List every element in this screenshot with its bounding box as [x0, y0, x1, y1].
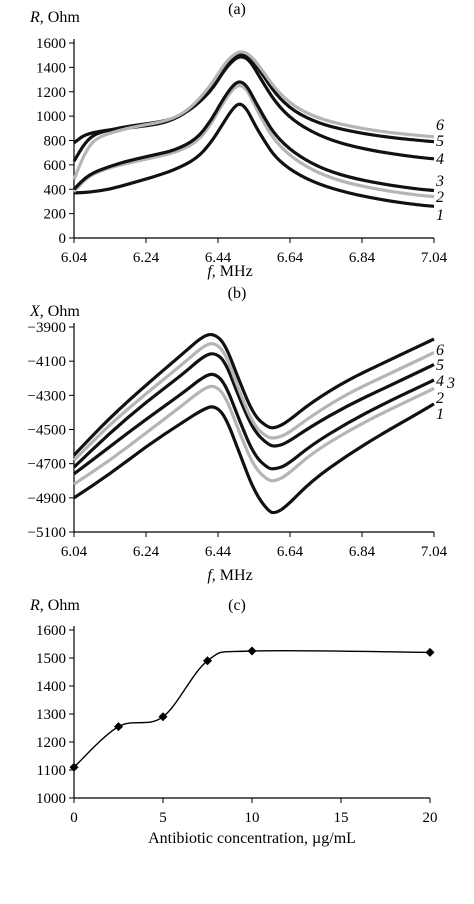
y-tick-label: 800 — [44, 134, 67, 150]
data-point-marker — [425, 647, 435, 657]
y-tick-label: 400 — [44, 182, 67, 198]
series-line-1 — [73, 102, 435, 208]
y-tick-label: 200 — [44, 207, 67, 223]
series-line-1 — [73, 402, 435, 515]
y-tick-label: −4900 — [28, 491, 66, 507]
x-axis-unit: , MHz — [212, 263, 253, 280]
series-line-4 — [72, 55, 435, 163]
series-label-5: 5 — [436, 133, 444, 150]
y-axis-label: R, Ohm — [29, 597, 80, 614]
x-tick-label: 0 — [70, 810, 78, 826]
y-axis-unit: , Ohm — [40, 303, 81, 320]
x-tick-label: 15 — [334, 810, 349, 826]
x-tick-label: 20 — [423, 810, 438, 826]
series-line-2 — [72, 84, 435, 199]
panel-label: (c) — [228, 597, 246, 614]
x-tick-label: 6.24 — [133, 250, 160, 266]
y-tick-label: 1200 — [36, 85, 66, 101]
panel-label: (b) — [228, 285, 247, 302]
x-axis-label: f, MHz — [207, 263, 252, 280]
series-line-6 — [72, 50, 435, 181]
x-tick-label: 6.44 — [205, 250, 232, 266]
series-label-4: 4 — [436, 151, 444, 168]
y-axis-label: X, Ohm — [29, 303, 80, 320]
x-tick-label: 6.04 — [61, 250, 88, 266]
x-tick-label: 6.84 — [349, 544, 376, 560]
y-tick-label: 1000 — [36, 791, 66, 807]
series-line-5 — [73, 52, 435, 145]
x-axis-variable: f — [207, 263, 214, 280]
data-point-marker — [69, 762, 79, 772]
series-label-2: 2 — [436, 189, 444, 206]
y-tick-label: 1100 — [37, 763, 66, 779]
x-tick-label: 6.24 — [133, 544, 160, 560]
y-tick-label: 1500 — [36, 651, 66, 667]
y-axis-variable: R — [29, 597, 40, 614]
x-tick-label: 7.04 — [421, 250, 448, 266]
data-point-marker — [203, 656, 212, 666]
y-tick-label: 1000 — [36, 109, 66, 125]
y-tick-label: −5100 — [28, 525, 66, 541]
x-tick-label: 6.84 — [349, 250, 376, 266]
x-axis-label: Antibiotic concentration, µg/mL — [148, 830, 356, 847]
series-line-5 — [72, 342, 435, 462]
x-tick-label: 5 — [159, 810, 167, 826]
series-line-4 — [72, 352, 435, 469]
x-tick-label: 6.64 — [277, 544, 304, 560]
series-label-4: 4 — [436, 373, 444, 390]
y-tick-label: 600 — [44, 158, 67, 174]
series-label-3: 3 — [446, 375, 455, 392]
y-axis-unit: , Ohm — [40, 597, 81, 614]
y-tick-label: −4300 — [28, 388, 66, 404]
x-axis-variable: f — [207, 567, 214, 584]
y-tick-label: −4100 — [28, 354, 66, 370]
y-tick-label: −3900 — [28, 320, 66, 336]
y-axis-variable: X — [29, 303, 41, 320]
x-tick-label: 7.04 — [421, 544, 448, 560]
data-point-marker — [158, 712, 168, 722]
x-axis-unit: , MHz — [212, 567, 253, 584]
y-tick-label: 1300 — [36, 707, 66, 723]
x-tick-label: 6.44 — [205, 544, 232, 560]
y-tick-label: 1600 — [36, 623, 66, 639]
series-label-6: 6 — [436, 117, 444, 134]
series-line-2 — [73, 384, 435, 486]
y-tick-label: 1600 — [36, 36, 66, 52]
y-tick-label: 1200 — [36, 735, 66, 751]
series-label-6: 6 — [436, 342, 444, 359]
y-tick-label: −4500 — [28, 423, 66, 439]
y-axis-label: R, Ohm — [29, 9, 80, 26]
y-tick-label: −4700 — [28, 457, 66, 473]
series-line-6 — [72, 332, 435, 457]
series-line-3 — [72, 80, 435, 193]
data-point-marker — [247, 646, 257, 656]
y-tick-label: 0 — [59, 231, 67, 247]
series-label-1: 1 — [436, 406, 444, 423]
x-tick-label: 10 — [245, 810, 260, 826]
series-label-1: 1 — [436, 207, 444, 224]
y-tick-label: 1400 — [36, 679, 66, 695]
y-axis-variable: R — [29, 9, 40, 26]
series-label-3: 3 — [435, 173, 444, 190]
series-label-2: 2 — [436, 390, 444, 407]
data-point-marker — [114, 722, 123, 732]
series-label-5: 5 — [436, 357, 444, 374]
y-tick-label: 1400 — [36, 60, 66, 76]
x-tick-label: 6.04 — [61, 544, 88, 560]
concentration-curve — [73, 649, 431, 768]
y-axis-unit: , Ohm — [40, 9, 81, 26]
series-line-3 — [73, 372, 435, 476]
panel-label: (a) — [228, 1, 246, 18]
x-axis-label: f, MHz — [207, 567, 252, 584]
x-tick-label: 6.64 — [277, 250, 304, 266]
